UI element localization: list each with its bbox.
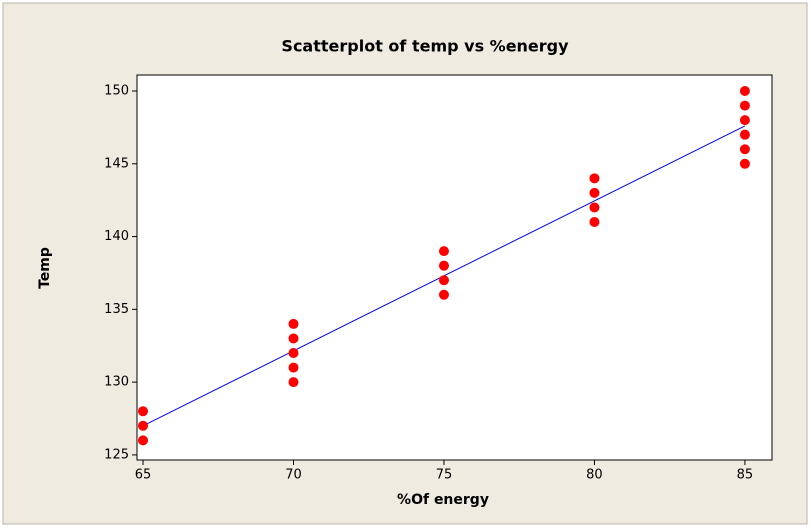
point (288, 348, 299, 359)
point (739, 144, 750, 155)
point (138, 406, 149, 417)
point (288, 318, 299, 329)
point (739, 129, 750, 140)
point (589, 217, 600, 228)
point (288, 333, 299, 344)
point (138, 420, 149, 431)
point (589, 187, 600, 198)
x-tick-label: 75 (436, 468, 453, 483)
chart-title: Scatterplot of temp vs %energy (281, 37, 569, 56)
y-tick-label: 135 (104, 302, 129, 317)
point (589, 173, 600, 184)
point (288, 362, 299, 373)
point (138, 435, 149, 446)
x-tick-label: 70 (285, 468, 302, 483)
x-tick-label: 80 (586, 468, 603, 483)
y-tick-label: 145 (104, 156, 129, 171)
x-tick-label: 65 (135, 468, 152, 483)
y-tick-label: 130 (104, 375, 129, 390)
y-tick-label: 140 (104, 229, 129, 244)
x-axis-label: %Of energy (397, 492, 489, 508)
point (438, 246, 449, 257)
point (438, 260, 449, 271)
point (739, 86, 750, 97)
y-tick-label: 150 (104, 84, 129, 99)
point (438, 289, 449, 300)
point (288, 377, 299, 388)
x-tick-label: 85 (737, 468, 754, 483)
point (589, 202, 600, 213)
point (739, 158, 750, 169)
point (739, 115, 750, 126)
plot-area (136, 74, 773, 461)
point (438, 275, 449, 286)
point (739, 100, 750, 111)
y-axis-label: Temp (37, 247, 53, 289)
y-tick-label: 125 (104, 447, 129, 462)
